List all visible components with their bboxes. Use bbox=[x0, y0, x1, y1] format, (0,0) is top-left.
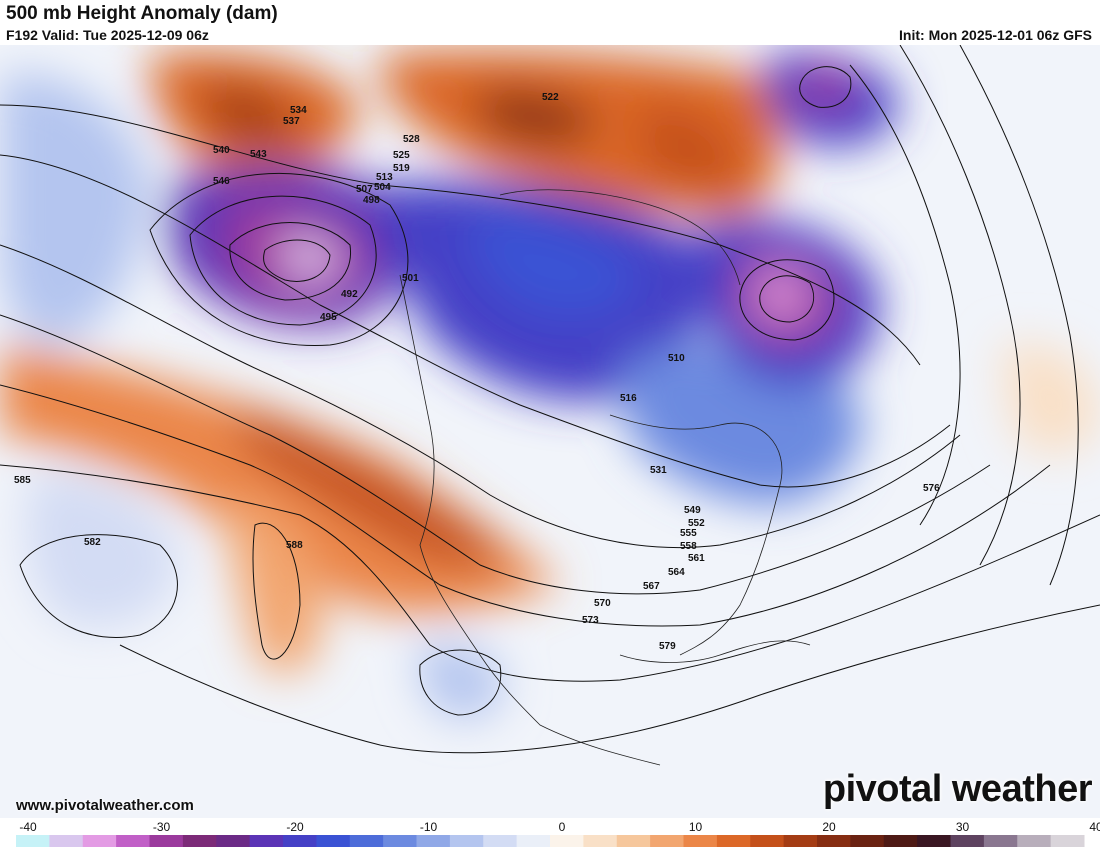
contour-label: 570 bbox=[594, 598, 611, 609]
contour-label: 513 bbox=[376, 172, 393, 183]
colorbar-swatch bbox=[516, 835, 551, 847]
contour-label: 576 bbox=[923, 483, 940, 494]
colorbar-swatch bbox=[82, 835, 117, 847]
colorbar-tick-label: 0 bbox=[559, 820, 566, 834]
colorbar-swatch bbox=[449, 835, 484, 847]
contour-label: 507 bbox=[356, 184, 373, 195]
contour-label: 588 bbox=[286, 540, 303, 551]
anomaly-shading bbox=[0, 51, 1100, 719]
colorbar-swatch bbox=[16, 835, 50, 847]
contour-label: 528 bbox=[403, 134, 420, 145]
contour-label: 525 bbox=[393, 150, 410, 161]
contour-label: 510 bbox=[668, 353, 685, 364]
colorbar-swatch bbox=[316, 835, 351, 847]
colorbar-swatch bbox=[383, 835, 418, 847]
colorbar-swatch bbox=[249, 835, 284, 847]
colorbar-swatch bbox=[616, 835, 651, 847]
header-bar: 500 mb Height Anomaly (dam) F192 Valid: … bbox=[0, 0, 1100, 45]
contour-label: 573 bbox=[582, 615, 599, 626]
contour-label: 498 bbox=[363, 195, 380, 206]
coastlines bbox=[399, 189, 811, 766]
colorbar-swatch bbox=[416, 835, 451, 847]
website-watermark: www.pivotalweather.com bbox=[16, 797, 194, 814]
brand-logo: pivotal weather bbox=[822, 768, 1093, 810]
colorbar-swatch bbox=[216, 835, 251, 847]
colorbar-swatch bbox=[783, 835, 818, 847]
contour-label: 537 bbox=[283, 116, 300, 127]
colorbar-swatch bbox=[283, 835, 317, 847]
colorbar-swatch bbox=[483, 835, 518, 847]
colorbar-swatch bbox=[917, 835, 952, 847]
contour-label: 522 bbox=[542, 92, 559, 103]
colorbar-tick-label: 20 bbox=[822, 820, 836, 834]
colorbar-tick-label: 30 bbox=[956, 820, 970, 834]
contour-label: 495 bbox=[320, 312, 337, 323]
height-contours bbox=[0, 45, 1100, 754]
anomaly-map: 534 537 540 543 546 528 525 522 519 513 … bbox=[0, 45, 1100, 818]
contour-label: 546 bbox=[213, 176, 230, 187]
colorbar-tick-label: 40 bbox=[1089, 820, 1100, 834]
colorbar-swatch bbox=[950, 835, 985, 847]
colorbar-swatch bbox=[716, 835, 751, 847]
colorbar-tick-label: 10 bbox=[689, 820, 703, 834]
colorbar-swatch bbox=[116, 835, 151, 847]
contour-label: 540 bbox=[213, 145, 230, 156]
colorbar-tick-label: -20 bbox=[286, 820, 304, 834]
contour-label: 504 bbox=[374, 182, 391, 193]
contour-label: 579 bbox=[659, 641, 676, 652]
contour-label: 519 bbox=[393, 163, 410, 174]
contour-label: 567 bbox=[643, 581, 660, 592]
contour-label: 561 bbox=[688, 553, 705, 564]
contour-label: 549 bbox=[684, 505, 701, 516]
contour-label: 531 bbox=[650, 465, 667, 476]
contour-label: 501 bbox=[402, 273, 419, 284]
contour-labels: 534 537 540 543 546 528 525 522 519 513 … bbox=[14, 92, 940, 652]
valid-time: F192 Valid: Tue 2025-12-09 06z bbox=[6, 27, 209, 43]
colorbar-swatch bbox=[817, 835, 851, 847]
colorbar-swatch bbox=[349, 835, 384, 847]
contour-label: 564 bbox=[668, 567, 685, 578]
colorbar-swatch bbox=[550, 835, 584, 847]
colorbar-swatch bbox=[1017, 835, 1052, 847]
colorbar-canvas: -40 -30 -20 -10 0 10 20 30 40 bbox=[16, 820, 1100, 847]
colorbar-swatch bbox=[683, 835, 718, 847]
colorbar-swatch bbox=[850, 835, 885, 847]
colorbar-swatch bbox=[182, 835, 217, 847]
colorbar-swatch bbox=[1050, 835, 1085, 847]
contour-label: 534 bbox=[290, 105, 307, 116]
contour-label: 516 bbox=[620, 393, 637, 404]
colorbar-tick-label: -40 bbox=[19, 820, 37, 834]
colorbar-swatch bbox=[650, 835, 685, 847]
colorbar-swatch bbox=[583, 835, 618, 847]
contour-label: 543 bbox=[250, 149, 267, 160]
map-title: 500 mb Height Anomaly (dam) bbox=[6, 3, 278, 24]
colorbar-swatch bbox=[750, 835, 785, 847]
colorbar-swatch bbox=[883, 835, 918, 847]
contour-label: 585 bbox=[14, 475, 31, 486]
colorbar-swatch bbox=[49, 835, 84, 847]
contour-label: 558 bbox=[680, 541, 697, 552]
contour-label: 555 bbox=[680, 528, 697, 539]
map-canvas: 534 537 540 543 546 528 525 522 519 513 … bbox=[0, 45, 1100, 818]
colorbar-swatch bbox=[149, 835, 184, 847]
anomaly-colorbar: -40 -30 -20 -10 0 10 20 30 40 bbox=[0, 818, 1100, 850]
init-time: Init: Mon 2025-12-01 06z GFS bbox=[899, 27, 1092, 43]
contour-label: 492 bbox=[341, 289, 358, 300]
colorbar-swatch bbox=[983, 835, 1018, 847]
colorbar-tick-label: -10 bbox=[420, 820, 438, 834]
colorbar-tick-label: -30 bbox=[153, 820, 171, 834]
contour-label: 552 bbox=[688, 518, 705, 529]
contour-label: 582 bbox=[84, 537, 101, 548]
